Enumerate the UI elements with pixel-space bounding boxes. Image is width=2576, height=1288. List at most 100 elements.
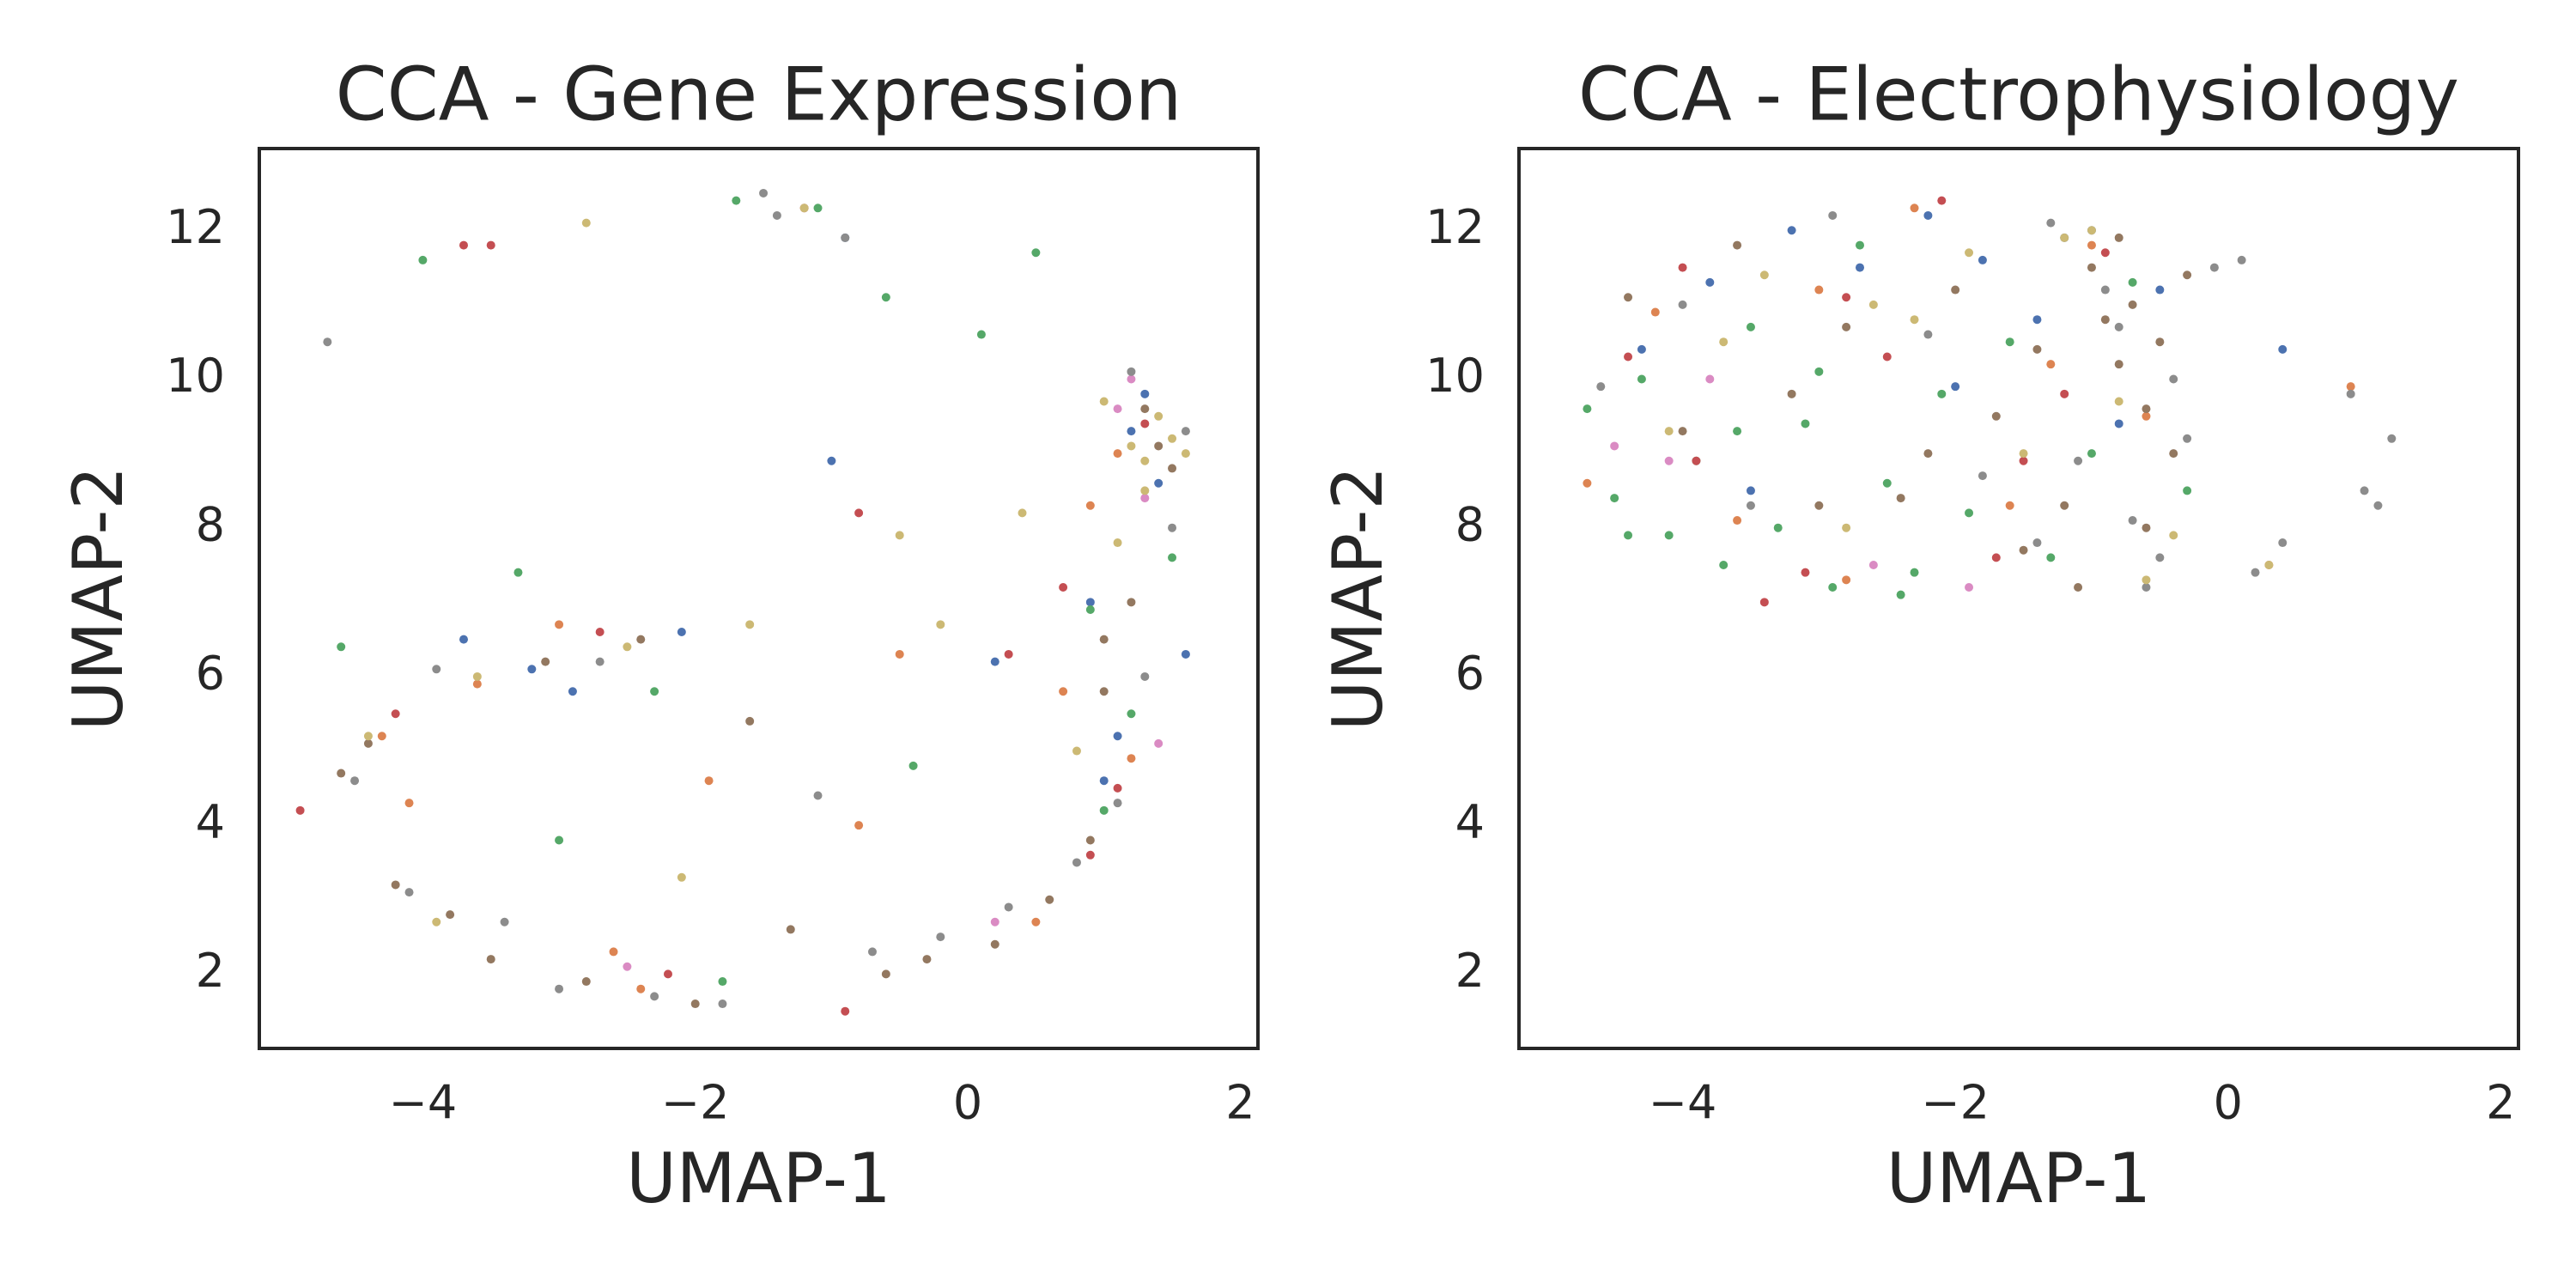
point — [867, 947, 877, 957]
point — [1099, 687, 1109, 696]
point — [1855, 240, 1864, 250]
point — [2237, 255, 2246, 264]
point — [636, 984, 646, 993]
point — [2183, 486, 2192, 495]
point — [1113, 404, 1122, 414]
y-tick-label: 4 — [1455, 795, 1485, 849]
point — [663, 969, 672, 979]
point — [1842, 293, 1851, 302]
point — [990, 939, 999, 949]
point — [704, 776, 714, 786]
point — [350, 776, 360, 786]
point — [1624, 352, 1633, 361]
point — [2087, 240, 2096, 250]
point — [432, 917, 441, 927]
point — [1031, 917, 1041, 927]
point — [895, 649, 904, 659]
point — [1828, 210, 1838, 220]
point — [363, 732, 373, 741]
point — [1596, 382, 1606, 392]
point — [1140, 404, 1150, 414]
point — [2169, 449, 2178, 459]
point — [2114, 322, 2123, 331]
point — [1965, 508, 1974, 518]
point — [2142, 404, 2151, 414]
point — [2183, 270, 2192, 280]
point — [745, 620, 755, 629]
point — [2032, 344, 2042, 354]
point — [1733, 516, 1742, 526]
point — [2005, 337, 2014, 347]
point — [1085, 605, 1095, 614]
chart-title: CCA - Gene Expression — [336, 52, 1182, 137]
point — [2046, 553, 2056, 562]
point — [337, 642, 346, 652]
point — [799, 204, 809, 213]
point — [895, 531, 904, 540]
point — [2278, 538, 2287, 548]
point — [2128, 300, 2137, 309]
point — [745, 716, 755, 726]
point — [2142, 411, 2151, 421]
y-tick-label: 6 — [1455, 647, 1485, 701]
point — [718, 977, 727, 987]
point — [2114, 397, 2123, 406]
point — [500, 917, 509, 927]
point — [2060, 233, 2069, 242]
point — [555, 620, 564, 629]
point — [2360, 486, 2369, 495]
point — [650, 992, 659, 1001]
point — [841, 1006, 850, 1016]
point — [2169, 374, 2178, 384]
point — [854, 508, 864, 518]
point — [1154, 478, 1163, 488]
point — [2100, 315, 2110, 325]
panel: CCA - Electrophysiology UMAP-1 UMAP-2 −4 −2 0… — [1318, 52, 2520, 1218]
x-tick-label: 2 — [1225, 1076, 1255, 1130]
point — [1896, 590, 1905, 599]
point — [2060, 389, 2069, 398]
point — [1099, 805, 1109, 815]
chart-title: CCA - Electrophysiology — [1578, 52, 2459, 137]
point — [2087, 226, 2096, 235]
point — [555, 835, 564, 845]
point — [2074, 583, 2083, 592]
y-tick-label: 12 — [166, 200, 225, 254]
point — [1842, 523, 1851, 532]
point — [827, 456, 836, 465]
point — [2074, 456, 2083, 465]
point — [813, 204, 823, 213]
point — [1868, 300, 1878, 309]
point — [1140, 494, 1150, 503]
point — [1801, 419, 1810, 428]
point — [1910, 315, 1919, 325]
point — [1624, 293, 1633, 302]
point — [1692, 456, 1701, 465]
point — [1085, 850, 1095, 860]
point — [1868, 561, 1878, 570]
point — [2046, 360, 2056, 369]
point — [1814, 285, 1824, 295]
y-tick-label: 2 — [196, 944, 225, 998]
point — [732, 196, 741, 205]
point — [1113, 449, 1122, 459]
point — [1004, 649, 1013, 659]
point — [2087, 449, 2096, 459]
point — [2128, 516, 2137, 526]
point — [2169, 531, 2178, 540]
point — [1637, 374, 1646, 384]
point — [2060, 501, 2069, 510]
point — [1127, 598, 1136, 607]
point — [650, 687, 659, 696]
point — [936, 933, 945, 942]
point — [1127, 367, 1136, 376]
point — [1910, 568, 1919, 577]
point — [486, 955, 495, 964]
point — [1099, 776, 1109, 786]
y-tick-label: 10 — [166, 349, 225, 403]
point — [1746, 486, 1755, 495]
point — [2183, 434, 2192, 443]
point — [2032, 538, 2042, 548]
point — [2019, 456, 2028, 465]
point — [2155, 285, 2165, 295]
